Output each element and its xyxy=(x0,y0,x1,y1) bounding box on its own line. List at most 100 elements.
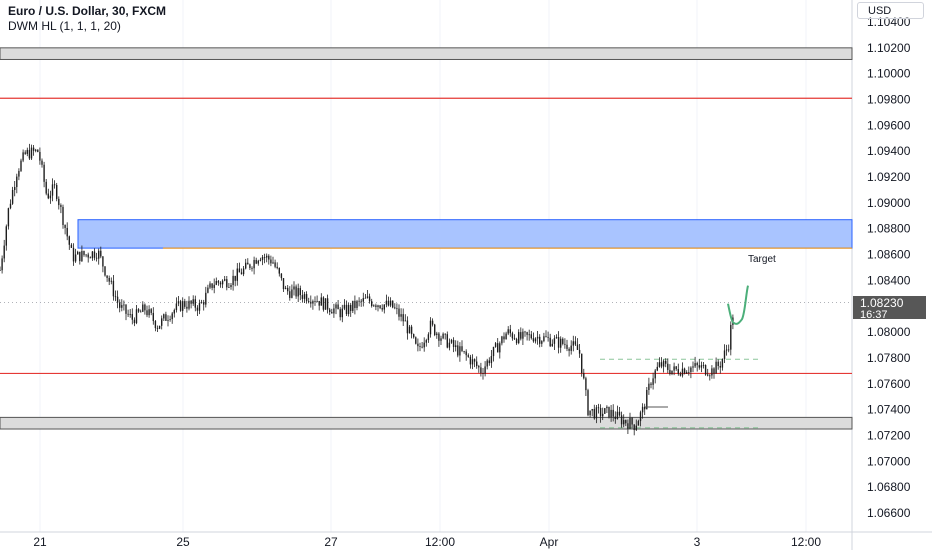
time-axis[interactable]: 21 25 27 12:00 Apr 3 12:00 xyxy=(33,535,821,549)
candle-body xyxy=(253,259,255,269)
price-tick-label: 1.07600 xyxy=(867,377,911,391)
candle-body xyxy=(11,190,14,204)
candle-body xyxy=(37,149,39,152)
candle-body xyxy=(219,282,222,285)
candle-body xyxy=(686,372,688,374)
candle-body xyxy=(60,205,62,207)
candle-body xyxy=(635,425,637,431)
candle-body xyxy=(255,259,257,264)
candle-body xyxy=(593,409,595,419)
candle-body xyxy=(154,321,157,329)
candle-body xyxy=(224,279,226,281)
currency-selector[interactable]: USD xyxy=(857,2,924,19)
candle-body xyxy=(654,370,656,379)
candle-body xyxy=(471,359,474,365)
candle-body xyxy=(534,338,537,342)
candle-body xyxy=(719,365,721,368)
time-tick-label: 3 xyxy=(694,535,701,549)
candle-body xyxy=(406,320,409,334)
candle-body xyxy=(144,304,146,311)
candle-body xyxy=(702,365,705,366)
candle-body xyxy=(484,366,486,374)
candle-body xyxy=(274,262,276,267)
candle-body xyxy=(316,300,318,302)
candle-body xyxy=(394,307,396,309)
current-price: 1.08230 xyxy=(860,296,904,310)
candle-body xyxy=(280,273,283,279)
candle-body xyxy=(228,287,230,288)
candle-body xyxy=(217,281,220,283)
candle-body xyxy=(599,408,602,417)
symbol-title[interactable]: Euro / U.S. Dollar, 30, FXCM xyxy=(8,4,167,18)
candle-body xyxy=(41,160,43,165)
candle-body xyxy=(74,254,77,262)
candle-body xyxy=(24,152,26,154)
candle-body xyxy=(366,296,369,298)
candle-body xyxy=(480,367,482,374)
candle-body xyxy=(276,266,278,269)
candle-body xyxy=(492,346,495,357)
candle-body xyxy=(610,409,612,418)
candle-body xyxy=(171,313,173,320)
price-axis[interactable]: 1.104001.102001.100001.098001.096001.094… xyxy=(867,15,911,520)
candle-body xyxy=(43,164,45,182)
candle-body xyxy=(578,349,581,354)
candle-body xyxy=(93,251,96,258)
candle-body xyxy=(404,320,406,322)
candle-body xyxy=(627,423,629,429)
candle-body xyxy=(259,259,262,261)
candle-body xyxy=(631,417,633,425)
candle-body xyxy=(68,236,70,245)
candle-body xyxy=(148,309,150,316)
candle-body xyxy=(511,333,514,339)
candle-body xyxy=(58,198,60,206)
candle-body xyxy=(79,251,81,262)
candle-body xyxy=(723,350,726,360)
candle-body xyxy=(618,411,621,416)
candle-body xyxy=(326,298,329,310)
candle-body xyxy=(142,304,144,312)
candle-body xyxy=(291,289,293,298)
price-series xyxy=(0,143,734,436)
candle-body xyxy=(379,305,381,309)
candle-body xyxy=(140,311,142,313)
time-tick-label: 21 xyxy=(33,535,47,549)
candle-body xyxy=(14,187,16,191)
candle-body xyxy=(677,369,679,374)
indicator-label[interactable]: DWM HL (1, 1, 1, 20) xyxy=(8,19,121,33)
candle-body xyxy=(576,344,579,350)
candle-body xyxy=(377,305,379,307)
projection-line xyxy=(727,285,749,325)
candle-body xyxy=(232,275,234,286)
candle-body xyxy=(249,264,251,268)
candle-body xyxy=(709,375,711,377)
candle-body xyxy=(312,301,314,304)
candle-body xyxy=(284,287,287,290)
candle-body xyxy=(333,308,335,314)
candle-body xyxy=(179,301,182,311)
candle-body xyxy=(408,326,411,334)
candle-body xyxy=(639,412,642,422)
candle-body xyxy=(350,304,352,311)
candle-body xyxy=(486,360,488,367)
candle-body xyxy=(238,268,241,273)
candle-body xyxy=(536,336,539,339)
candle-body xyxy=(158,325,161,329)
candle-body xyxy=(694,363,696,367)
candle-body xyxy=(32,147,35,151)
candle-body xyxy=(417,343,419,347)
candle-body xyxy=(282,278,285,290)
candle-body xyxy=(616,411,619,420)
time-tick-label: Apr xyxy=(540,535,559,549)
candle-body xyxy=(473,359,476,362)
candle-body xyxy=(503,336,505,340)
candle-body xyxy=(156,328,159,329)
candle-body xyxy=(133,319,136,324)
candle-body xyxy=(215,281,217,285)
candle-body xyxy=(478,366,480,368)
candle-body xyxy=(1,258,3,271)
candle-body xyxy=(165,314,167,321)
candle-body xyxy=(656,366,658,371)
candle-body xyxy=(137,309,140,312)
